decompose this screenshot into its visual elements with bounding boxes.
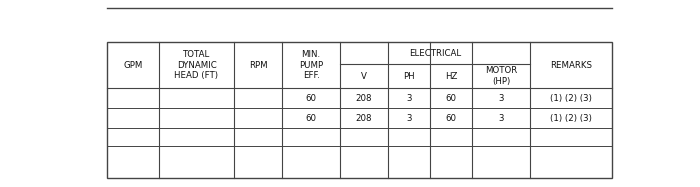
Text: HZ: HZ bbox=[444, 71, 457, 80]
Text: 3: 3 bbox=[406, 114, 412, 122]
Text: ELECTRICAL: ELECTRICAL bbox=[409, 48, 461, 57]
Text: RPM: RPM bbox=[248, 61, 267, 70]
Bar bbox=[107, 42, 612, 178]
Text: 208: 208 bbox=[356, 94, 372, 102]
Text: 60: 60 bbox=[305, 94, 316, 102]
Text: MOTOR
(HP): MOTOR (HP) bbox=[485, 66, 517, 86]
Text: V: V bbox=[361, 71, 367, 80]
Text: 3: 3 bbox=[498, 94, 504, 102]
Text: REMARKS: REMARKS bbox=[550, 61, 592, 70]
Text: 3: 3 bbox=[498, 114, 504, 122]
Text: 60: 60 bbox=[305, 114, 316, 122]
Text: MIN.
PUMP
EFF.: MIN. PUMP EFF. bbox=[299, 50, 323, 80]
Text: 60: 60 bbox=[445, 114, 456, 122]
Text: (1) (2) (3): (1) (2) (3) bbox=[550, 94, 592, 102]
Text: 3: 3 bbox=[406, 94, 412, 102]
Text: 60: 60 bbox=[445, 94, 456, 102]
Text: (1) (2) (3): (1) (2) (3) bbox=[550, 114, 592, 122]
Text: 208: 208 bbox=[356, 114, 372, 122]
Text: GPM: GPM bbox=[123, 61, 143, 70]
Text: PH: PH bbox=[403, 71, 415, 80]
Text: TOTAL
DYNAMIC
HEAD (FT): TOTAL DYNAMIC HEAD (FT) bbox=[174, 50, 218, 80]
